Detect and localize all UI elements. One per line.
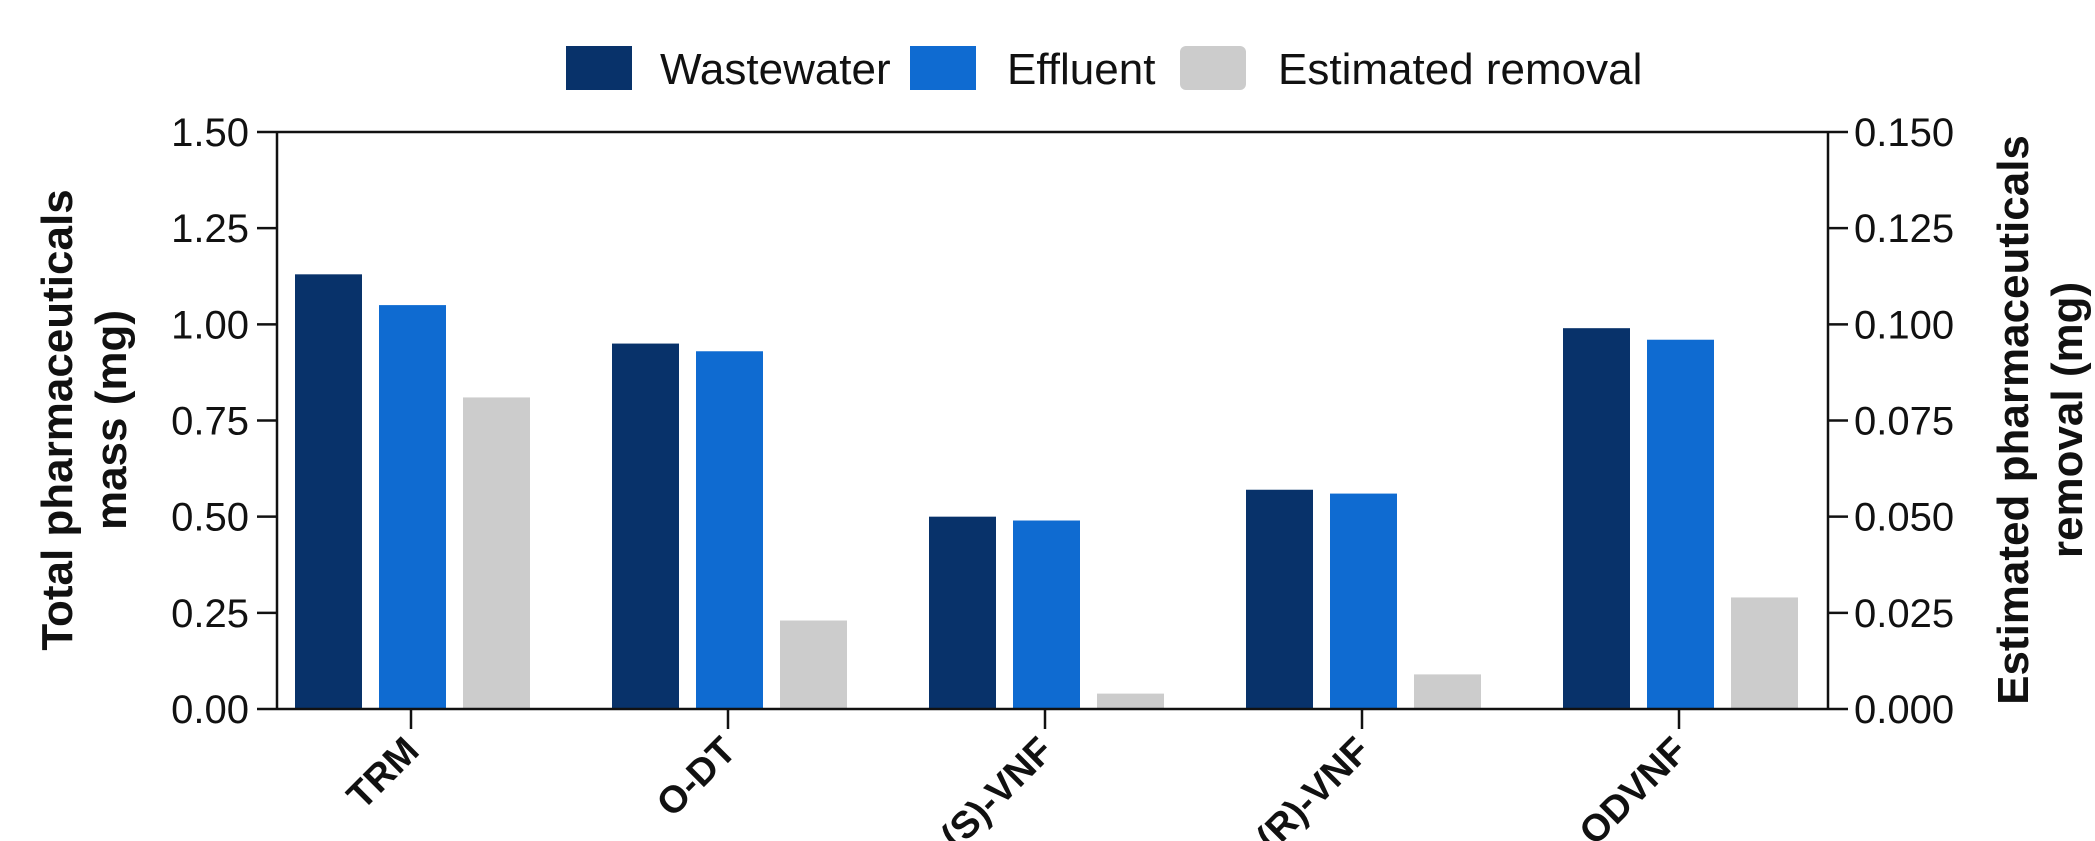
bar-effluent-3	[1330, 493, 1397, 709]
right-axis-title-line-0: Estimated pharmaceuticals	[1989, 135, 2038, 705]
bar-estimated-removal-1	[780, 620, 847, 709]
category-label-1: O-DT	[649, 730, 744, 825]
left-tick-label-1: 0.25	[171, 592, 249, 636]
bar-effluent-1	[696, 351, 763, 709]
left-axis-title-line-0: Total pharmaceuticals	[33, 189, 82, 650]
right-tick-label-3: 0.075	[1854, 400, 1954, 444]
category-label-0: TRM	[339, 730, 427, 818]
bar-effluent-4	[1647, 339, 1714, 709]
right-tick-label-6: 0.150	[1854, 111, 1954, 155]
legend: Wastewater Effluent Estimated removal	[566, 45, 1642, 94]
right-tick-label-4: 0.100	[1854, 303, 1954, 347]
left-tick-label-2: 0.50	[171, 496, 249, 540]
axes: 0.00 0.25 0.50 0.75 1.00 1.25 1.50 0.000 0.025 0.…	[171, 111, 1954, 732]
legend-label-effluent: Effluent	[1007, 45, 1155, 94]
right-tick-label-0: 0.000	[1854, 688, 1954, 732]
left-tick-label-3: 0.75	[171, 400, 249, 444]
category-label-2: (S)-VNF	[933, 730, 1061, 841]
right-tick-label-2: 0.050	[1854, 496, 1954, 540]
bar-estimated-removal-4	[1731, 597, 1798, 709]
left-tick-label-4: 1.00	[171, 303, 249, 347]
axis-titles: Total pharmaceuticals mass (mg) Estimated …	[33, 135, 2092, 705]
legend-label-estimated-removal: Estimated removal	[1278, 45, 1642, 94]
bar-estimated-removal-0	[463, 397, 530, 709]
bar-wastewater-3	[1246, 489, 1313, 709]
bar-effluent-0	[379, 305, 446, 709]
left-tick-label-5: 1.25	[171, 207, 249, 251]
right-tick-label-1: 0.025	[1854, 592, 1954, 636]
right-axis-title-line-1: removal (mg)	[2043, 282, 2092, 558]
bar-wastewater-2	[929, 516, 996, 709]
bar-wastewater-4	[1563, 328, 1630, 709]
left-axis-title: Total pharmaceuticals mass (mg)	[33, 189, 136, 650]
right-tick-label-5: 0.125	[1854, 207, 1954, 251]
bars	[295, 274, 1798, 709]
legend-swatch-effluent	[910, 46, 976, 90]
bar-estimated-removal-3	[1414, 674, 1481, 709]
category-label-4: ODVNF	[1572, 730, 1696, 841]
bar-wastewater-0	[295, 274, 362, 709]
left-axis-title-line-1: mass (mg)	[87, 310, 136, 530]
left-tick-label-6: 1.50	[171, 111, 249, 155]
legend-label-wastewater: Wastewater	[660, 45, 891, 94]
left-tick-label-0: 0.00	[171, 688, 249, 732]
legend-swatch-estimated-removal	[1180, 46, 1246, 90]
category-labels: TRM O-DT (S)-VNF (R)-VNF ODVNF	[339, 730, 1695, 841]
legend-swatch-wastewater	[566, 46, 632, 90]
bar-wastewater-1	[612, 343, 679, 709]
category-label-3: (R)-VNF	[1249, 730, 1379, 841]
right-axis-title: Estimated pharmaceuticals removal (mg)	[1989, 135, 2092, 705]
bar-effluent-2	[1013, 520, 1080, 709]
bar-estimated-removal-2	[1097, 693, 1164, 709]
